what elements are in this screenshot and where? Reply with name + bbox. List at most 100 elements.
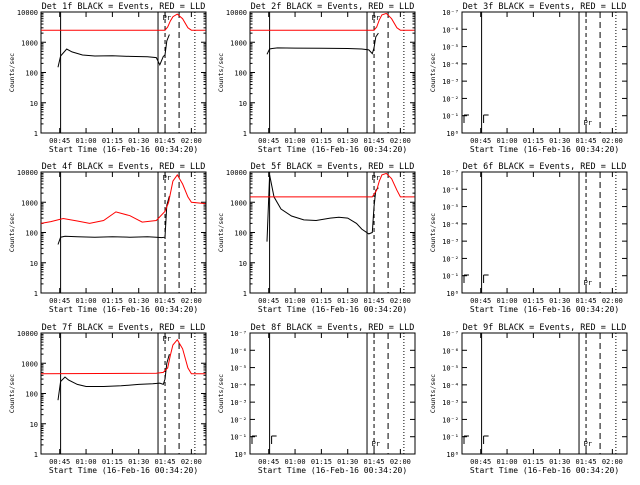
y-tick-label: 100 bbox=[25, 230, 38, 238]
x-tick-label: 02:00 bbox=[181, 137, 202, 145]
x-tick-label: 01:15 bbox=[102, 137, 123, 145]
x-tick-label: 01:15 bbox=[311, 297, 332, 305]
y-tick-label: 10⁰ bbox=[446, 130, 459, 138]
series-events-line bbox=[57, 34, 170, 68]
y-tick-label: 1 bbox=[34, 130, 38, 138]
x-tick-label: 00:45 bbox=[470, 458, 491, 466]
y-tick-label: 10⁻⁷ bbox=[442, 169, 459, 177]
x-tick-label: 01:00 bbox=[285, 297, 306, 305]
x-tick-label: 00:45 bbox=[470, 137, 491, 145]
y-tick-label: 10⁻¹ bbox=[442, 434, 459, 442]
y-tick-label: 1 bbox=[243, 290, 247, 298]
chart-title: Det 1f BLACK = Events, RED = LLD bbox=[42, 2, 206, 12]
pr-annotation: Pr bbox=[372, 440, 380, 448]
x-tick-label: 01:30 bbox=[337, 297, 358, 305]
chart-title: Det 8f BLACK = Events, RED = LLD bbox=[251, 323, 415, 333]
series-lld-line bbox=[250, 12, 415, 31]
panel-det-3: Det 3f BLACK = Events, RED = LLD 10⁰ 10⁻¹ 1… bbox=[429, 2, 628, 154]
x-tick-label: 00:45 bbox=[49, 458, 70, 466]
y-tick-label: 10⁻¹ bbox=[442, 273, 459, 281]
y-tick-label: 10⁻⁴ bbox=[442, 382, 459, 390]
panel-det-9: Det 9f BLACK = Events, RED = LLD 10⁰ 10⁻¹ 1… bbox=[429, 323, 628, 475]
y-axis-label: Counts/sec bbox=[429, 213, 437, 252]
y-tick-label: 10 bbox=[30, 260, 38, 268]
y-tick-label: 100 bbox=[25, 391, 38, 399]
y-tick-label: 10⁻⁶ bbox=[442, 347, 459, 355]
y-tick-label: 1000 bbox=[230, 199, 247, 207]
x-axis-label: Start Time (16-Feb-16 00:34:20) bbox=[470, 145, 619, 154]
x-tick-label: 02:00 bbox=[602, 458, 623, 466]
x-tick-label: 02:00 bbox=[602, 137, 623, 145]
pr-annotation: Pr bbox=[163, 174, 171, 182]
chart-title: Det 7f BLACK = Events, RED = LLD bbox=[42, 323, 206, 333]
x-tick-label: 00:45 bbox=[470, 297, 491, 305]
x-tick-label: 01:30 bbox=[549, 297, 570, 305]
y-tick-label: 10⁻³ bbox=[442, 238, 459, 246]
pr-annotation: Pr bbox=[584, 279, 592, 287]
y-tick-label: 10⁻⁶ bbox=[442, 26, 459, 34]
x-axis-label: Start Time (16-Feb-16 00:34:20) bbox=[258, 466, 407, 475]
plot-frame bbox=[40, 171, 207, 294]
y-tick-label: 10⁻⁵ bbox=[442, 204, 459, 212]
pr-annotation: Pr bbox=[584, 440, 592, 448]
y-axis-label: Counts/sec bbox=[429, 374, 437, 413]
pr-annotation: Pr bbox=[163, 14, 171, 22]
series-events-line bbox=[57, 195, 170, 245]
x-axis-label: Start Time (16-Feb-16 00:34:20) bbox=[49, 145, 198, 154]
y-tick-label: 10⁻⁶ bbox=[442, 186, 459, 194]
y-tick-label: 10⁰ bbox=[446, 290, 459, 298]
y-tick-label: 10⁻³ bbox=[442, 78, 459, 86]
y-tick-label: 10⁰ bbox=[446, 451, 459, 459]
x-tick-label: 01:15 bbox=[102, 458, 123, 466]
y-tick-label: 1000 bbox=[230, 39, 247, 47]
y-tick-label: 100 bbox=[234, 230, 247, 238]
x-axis-label: Start Time (16-Feb-16 00:34:20) bbox=[258, 145, 407, 154]
panel-det-2: Det 2f BLACK = Events, RED = LLD 1 10 100 10… bbox=[217, 2, 416, 154]
y-tick-label: 10⁻⁷ bbox=[230, 330, 247, 338]
x-tick-label: 02:00 bbox=[390, 137, 411, 145]
y-tick-label: 10⁻¹ bbox=[442, 113, 459, 121]
x-tick-label: 01:45 bbox=[576, 137, 597, 145]
series-lld-line bbox=[40, 173, 206, 224]
x-tick-label: 01:45 bbox=[364, 458, 385, 466]
y-tick-label: 10⁻⁷ bbox=[442, 9, 459, 17]
series-events-line bbox=[57, 353, 170, 401]
x-tick-label: 01:15 bbox=[523, 137, 544, 145]
x-tick-label: 01:45 bbox=[155, 458, 176, 466]
x-tick-label: 01:30 bbox=[337, 137, 358, 145]
y-tick-label: 10000 bbox=[17, 330, 38, 338]
x-tick-label: 01:00 bbox=[76, 297, 97, 305]
y-tick-label: 10000 bbox=[226, 9, 247, 17]
y-tick-label: 10 bbox=[239, 100, 247, 108]
y-tick-label: 10000 bbox=[17, 9, 38, 17]
x-tick-label: 01:00 bbox=[497, 297, 518, 305]
y-tick-label: 10⁻⁴ bbox=[442, 61, 459, 69]
x-tick-label: 01:00 bbox=[285, 137, 306, 145]
x-tick-label: 01:15 bbox=[311, 137, 332, 145]
y-tick-label: 10000 bbox=[17, 169, 38, 177]
x-tick-label: 02:00 bbox=[181, 297, 202, 305]
y-tick-label: 10⁻² bbox=[442, 95, 459, 103]
plot-frame bbox=[249, 171, 416, 294]
y-tick-label: 10⁻¹ bbox=[230, 434, 247, 442]
y-tick-label: 100 bbox=[25, 70, 38, 78]
x-tick-label: 01:30 bbox=[128, 458, 149, 466]
pr-annotation: Pr bbox=[372, 14, 380, 22]
y-axis-label: Counts/sec bbox=[217, 374, 225, 413]
plot-frame bbox=[40, 332, 207, 455]
x-tick-label: 01:30 bbox=[337, 458, 358, 466]
y-tick-label: 10⁻⁶ bbox=[230, 347, 247, 355]
panel-det-8: Det 8f BLACK = Events, RED = LLD 10⁰ 10⁻¹ 1… bbox=[217, 323, 416, 475]
x-tick-label: 01:45 bbox=[576, 458, 597, 466]
y-tick-label: 10⁰ bbox=[234, 451, 247, 459]
y-tick-label: 10⁻⁵ bbox=[230, 365, 247, 373]
y-tick-label: 10 bbox=[30, 100, 38, 108]
x-axis-label: Start Time (16-Feb-16 00:34:20) bbox=[470, 466, 619, 475]
y-tick-label: 10000 bbox=[226, 169, 247, 177]
chart-title: Det 5f BLACK = Events, RED = LLD bbox=[251, 162, 415, 172]
y-tick-label: 10 bbox=[239, 260, 247, 268]
y-axis-label: Counts/sec bbox=[8, 213, 16, 252]
pr-annotation: Pr bbox=[163, 335, 171, 343]
x-tick-label: 01:15 bbox=[102, 297, 123, 305]
